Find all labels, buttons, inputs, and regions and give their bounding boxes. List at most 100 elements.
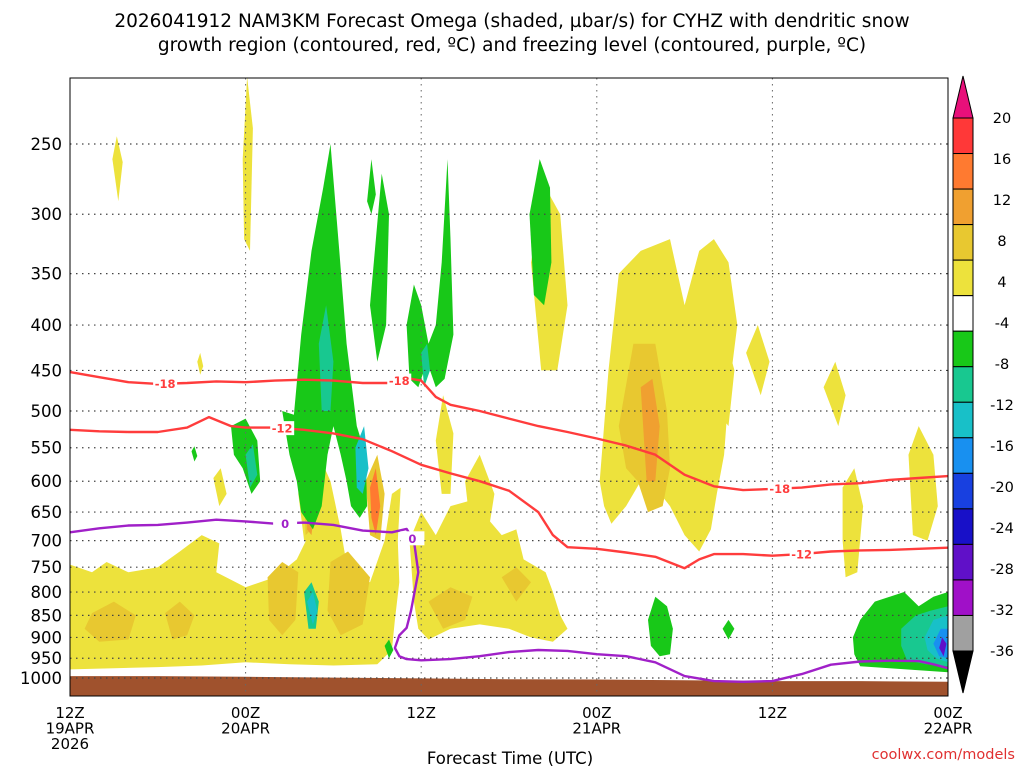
colorbar-tick-label: 12 bbox=[993, 193, 1011, 209]
omega-region-2 bbox=[165, 601, 195, 640]
colorbar-tick-label: -12 bbox=[990, 398, 1014, 414]
colorbar-segment-7 bbox=[952, 330, 974, 368]
x-tick-label: 00Z bbox=[933, 704, 962, 722]
y-tick-label: 250 bbox=[31, 135, 63, 154]
colorbar-segment-10 bbox=[952, 437, 974, 474]
omega-region-29 bbox=[318, 305, 334, 411]
y-tick-label: 950 bbox=[31, 649, 63, 668]
colorbar-top-triangle bbox=[952, 75, 974, 119]
omega-region-38 bbox=[367, 159, 376, 215]
temperature-contours bbox=[69, 370, 949, 683]
colorbar-tick-label: 20 bbox=[993, 111, 1011, 127]
omega-region-11 bbox=[428, 587, 473, 629]
omega-region-19 bbox=[710, 325, 735, 427]
contour-label-2-0: 0 bbox=[281, 517, 289, 531]
contour-label-2-1: 0 bbox=[408, 532, 416, 546]
y-tick-label: 300 bbox=[31, 205, 63, 224]
x-tick-label: 12Z bbox=[55, 704, 84, 722]
omega-region-9 bbox=[370, 468, 381, 536]
omega-region-48 bbox=[307, 592, 318, 625]
omega-region-20 bbox=[746, 325, 770, 396]
contour-label-bg-1-0 bbox=[270, 421, 295, 436]
y-tick-label: 550 bbox=[31, 439, 63, 458]
omega-region-1 bbox=[84, 601, 136, 642]
colorbar-segment-3 bbox=[952, 188, 974, 226]
x-axis-label: Forecast Time (UTC) bbox=[427, 749, 593, 768]
omega-shading bbox=[70, 76, 948, 696]
contour-label-bg-2-1 bbox=[400, 531, 425, 546]
y-tick-label: 800 bbox=[31, 583, 63, 602]
colorbar-tick-labels: 20 16 12 8 4 -4 -8 -12 -16 -20 -24 -28 -32 -36 bbox=[990, 111, 1014, 660]
omega-region-15 bbox=[435, 395, 454, 494]
omega-region-45 bbox=[722, 619, 735, 640]
omega-region-12 bbox=[501, 567, 531, 602]
colorbar-bottom-triangle bbox=[952, 650, 974, 694]
omega-region-34 bbox=[406, 159, 454, 388]
y-tick-label: 650 bbox=[31, 503, 63, 522]
colorbar-segment-15 bbox=[952, 614, 974, 652]
omega-region-46 bbox=[384, 639, 394, 659]
y-tick-label: 850 bbox=[31, 606, 63, 625]
omega-region-21 bbox=[823, 361, 846, 427]
omega-region-4 bbox=[327, 551, 370, 636]
watermark: coolwx.com/models bbox=[872, 747, 1015, 763]
colorbar-tick-label: -24 bbox=[990, 521, 1014, 537]
contour-labels: -18 -18 -18 -12 -12 0 0 bbox=[153, 373, 814, 562]
colorbar-segment-9 bbox=[952, 401, 974, 439]
contour-line-2 bbox=[69, 518, 949, 683]
contour-label-0-0: -18 bbox=[155, 377, 176, 391]
colorbar-segment-13 bbox=[952, 543, 974, 581]
y-tick-label: 500 bbox=[31, 402, 63, 421]
omega-region-37 bbox=[191, 446, 198, 462]
contour-label-bg-2-0 bbox=[273, 516, 298, 531]
y-tick-label: 700 bbox=[31, 532, 63, 551]
omega-region-23 bbox=[908, 426, 938, 541]
x-tick-label: 21APR bbox=[572, 720, 621, 738]
chart-title-line-1: 2026041912 NAM3KM Forecast Omega (shaded… bbox=[114, 11, 909, 32]
colorbar-tick-label: -16 bbox=[990, 439, 1014, 455]
x-tick-label: 20APR bbox=[221, 720, 270, 738]
colorbar-segment-12 bbox=[952, 508, 974, 545]
y-tick-label: 900 bbox=[31, 628, 63, 647]
colorbar-tick-label: -36 bbox=[990, 644, 1014, 660]
colorbar-segment-4 bbox=[952, 224, 974, 261]
colorbar-segment-6 bbox=[952, 295, 974, 332]
contour-label-bg-0-2 bbox=[767, 481, 792, 496]
colorbar-segment-2 bbox=[952, 153, 974, 190]
omega-region-35 bbox=[421, 343, 430, 388]
x-tick-label: 12Z bbox=[758, 704, 787, 722]
colorbar-segment-8 bbox=[952, 366, 974, 403]
colorbar-segment-5 bbox=[952, 259, 974, 297]
omega-region-27 bbox=[197, 352, 204, 375]
colorbar-tick-label: -28 bbox=[990, 562, 1014, 578]
omega-region-30 bbox=[370, 173, 389, 362]
omega-region-26 bbox=[213, 468, 227, 507]
contour-label-0-2: -18 bbox=[769, 482, 790, 496]
colorbar-tick-label: -8 bbox=[995, 357, 1009, 373]
omega-region-31 bbox=[355, 426, 369, 494]
y-tick-label: 1000 bbox=[20, 669, 62, 688]
x-tick-label: 00Z bbox=[582, 704, 611, 722]
omega-region-43 bbox=[939, 637, 947, 657]
x-tick-label: 12Z bbox=[407, 704, 436, 722]
colorbar-segment-11 bbox=[952, 472, 974, 510]
contour-label-1-1: -12 bbox=[791, 548, 812, 562]
omega-region-3 bbox=[267, 562, 299, 636]
contour-label-0-1: -18 bbox=[389, 374, 410, 388]
omega-region-13 bbox=[465, 454, 495, 547]
x-tick-label: 00Z bbox=[231, 704, 260, 722]
y-tick-label: 600 bbox=[31, 472, 63, 491]
y-tick-label: 450 bbox=[31, 361, 63, 380]
colorbar-tick-label: -4 bbox=[995, 316, 1009, 332]
y-tick-label: 750 bbox=[31, 558, 63, 577]
colorbar-tick-label: -20 bbox=[990, 480, 1014, 496]
omega-region-33 bbox=[245, 444, 258, 488]
contour-label-bg-1-1 bbox=[789, 547, 814, 562]
contour-label-bg-0-1 bbox=[387, 373, 412, 388]
colorbar bbox=[952, 75, 974, 694]
x-tick-label: 22APR bbox=[924, 720, 973, 738]
colorbar-tick-label: 4 bbox=[997, 275, 1006, 291]
surface-fill bbox=[70, 676, 948, 696]
